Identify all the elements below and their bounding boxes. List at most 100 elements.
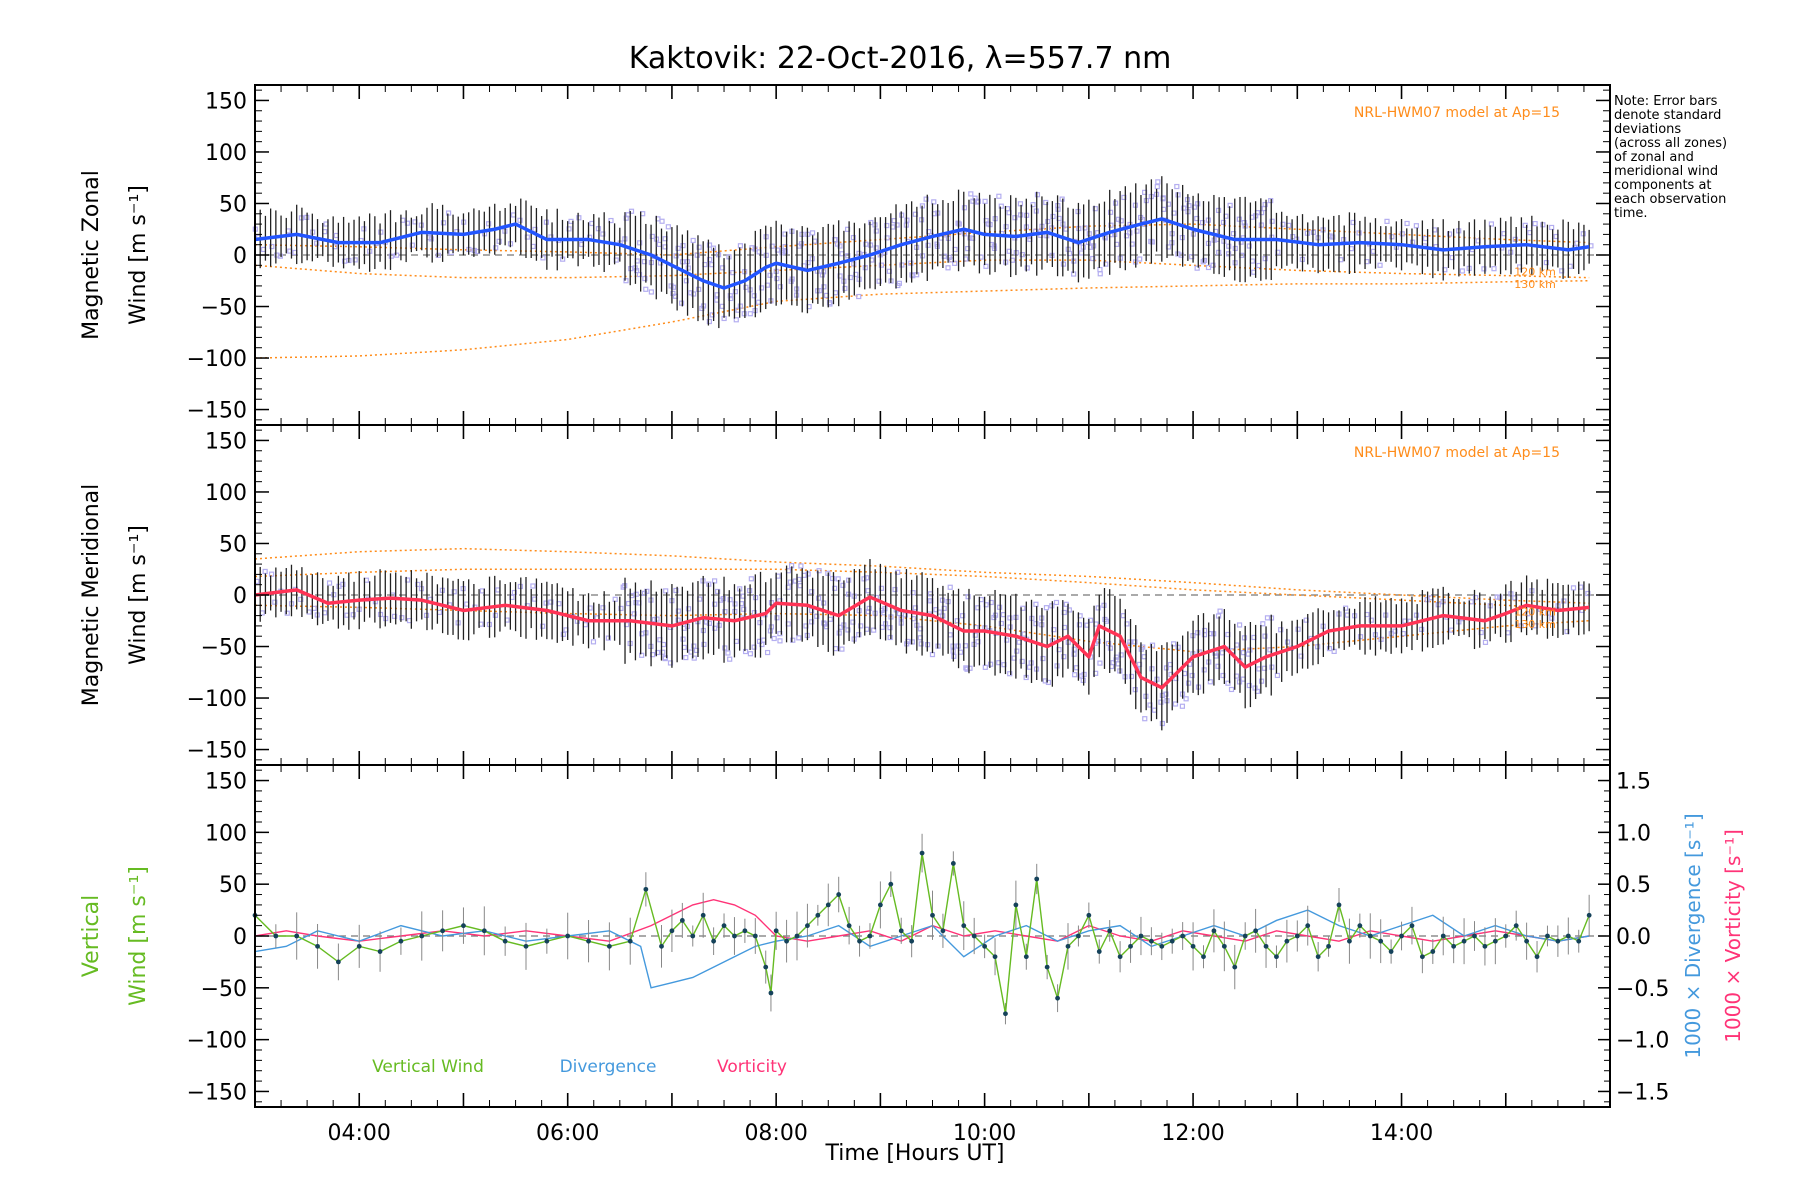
zone-sample — [1215, 663, 1221, 669]
zone-sample — [1186, 203, 1192, 209]
zone-sample — [642, 275, 648, 282]
zone-sample — [727, 656, 733, 662]
zone-sample — [821, 284, 827, 290]
y-tick-label: −50 — [201, 636, 247, 661]
vertical-wind-point — [763, 964, 769, 970]
vertical-wind-point — [1190, 943, 1196, 949]
zone-sample — [954, 618, 960, 624]
vertical-wind-point — [356, 943, 362, 949]
zone-sample — [720, 595, 726, 602]
zone-sample — [1045, 218, 1051, 225]
y-tick-label: 0 — [233, 244, 247, 269]
vertical-wind-point — [1305, 923, 1311, 929]
zone-sample — [636, 271, 643, 278]
y2-tick-label: 0.5 — [1616, 873, 1651, 898]
zone-sample — [1561, 598, 1567, 604]
zone-sample — [600, 231, 606, 237]
vertical-wind-point — [627, 938, 633, 944]
vertical-wind-point — [971, 933, 977, 939]
zone-sample — [1112, 200, 1119, 206]
zone-sample — [685, 265, 691, 271]
y2-tick-label: −1.0 — [1616, 1029, 1669, 1054]
zone-sample — [876, 278, 882, 284]
vertical-wind-point — [1357, 923, 1363, 929]
vertical-wind-point — [1221, 943, 1227, 949]
vertical-wind-point — [294, 933, 300, 939]
y-tick-label: 0 — [233, 584, 247, 609]
y-tick-label: −150 — [187, 739, 247, 764]
zone-sample — [967, 235, 973, 241]
zone-sample — [821, 620, 827, 626]
zone-sample — [1413, 612, 1420, 618]
y-axis-title: Wind [m s⁻¹] — [126, 866, 151, 1006]
vertical-wind-point — [1138, 933, 1144, 939]
zone-sample — [600, 605, 606, 611]
y-tick-label: 150 — [205, 770, 247, 795]
x-axis-title: Time [Hours UT] — [825, 1141, 1005, 1166]
zone-sample — [764, 649, 771, 656]
vertical-wind-point — [1461, 938, 1467, 944]
vertical-wind-point — [1555, 938, 1561, 944]
vertical-wind-point — [836, 892, 842, 897]
zone-sample — [1158, 699, 1164, 705]
zone-sample — [1549, 224, 1555, 231]
zone-sample — [965, 594, 971, 600]
vertical-wind-point — [1586, 912, 1592, 918]
zone-sample — [1392, 628, 1398, 634]
zone-sample — [496, 238, 502, 244]
zone-sample — [839, 646, 845, 652]
vertical-wind-point — [1534, 954, 1540, 960]
zone-sample — [809, 230, 816, 236]
note-line: each observation — [1614, 192, 1727, 207]
vertical-wind-point — [1472, 933, 1477, 939]
zone-sample — [722, 609, 728, 615]
zone-sample — [1061, 654, 1067, 660]
vertical-wind-point — [1440, 933, 1446, 939]
divergence-axis-title: 1000 × Divergence [s⁻¹] — [1681, 813, 1705, 1058]
zone-sample — [1021, 631, 1027, 637]
vertical-wind-point — [1524, 938, 1530, 944]
zone-sample — [956, 221, 962, 227]
zone-sample — [1097, 660, 1103, 666]
zone-sample — [790, 637, 796, 643]
error-bar-note: Note: Error bars denote standard deviati… — [1614, 95, 1794, 221]
vertical-wind-point — [1399, 933, 1404, 939]
zone-sample — [1505, 630, 1511, 636]
vertical-wind-point — [1430, 949, 1436, 954]
zone-sample — [1060, 261, 1067, 267]
zone-sample — [540, 623, 546, 629]
zone-sample — [690, 237, 696, 244]
zone-sample — [1172, 701, 1179, 707]
zone-sample — [493, 245, 499, 251]
zone-sample — [428, 236, 434, 242]
zone-sample — [1163, 691, 1169, 697]
note-line: of zonal and — [1614, 150, 1694, 165]
zone-sample — [1258, 678, 1265, 684]
zone-sample — [524, 234, 530, 240]
zone-sample — [660, 649, 666, 655]
zone-sample — [761, 637, 767, 643]
note-line: components at — [1614, 178, 1712, 193]
vorticity-axis-title: 1000 × Vorticity [s⁻¹] — [1721, 829, 1745, 1043]
x-tick-label: 06:00 — [536, 1121, 599, 1146]
zone-sample — [1207, 679, 1213, 685]
zone-sample — [873, 245, 879, 251]
zone-sample — [633, 591, 639, 597]
zone-sample — [1127, 230, 1133, 236]
note-line: denote standard — [1614, 108, 1722, 123]
zone-sample — [1274, 672, 1281, 679]
y2-tick-label: 1.0 — [1616, 821, 1651, 846]
zone-sample — [814, 613, 820, 619]
vertical-wind-point — [1034, 876, 1040, 882]
zone-sample — [733, 317, 739, 323]
vertical-wind-point — [1013, 902, 1019, 908]
zone-sample — [691, 643, 697, 649]
zone-sample — [798, 563, 804, 569]
zone-sample — [262, 568, 268, 575]
zone-sample — [996, 193, 1002, 199]
vertical-wind-point — [586, 938, 591, 944]
zone-sample — [1419, 626, 1425, 633]
vertical-wind-point — [898, 928, 904, 934]
